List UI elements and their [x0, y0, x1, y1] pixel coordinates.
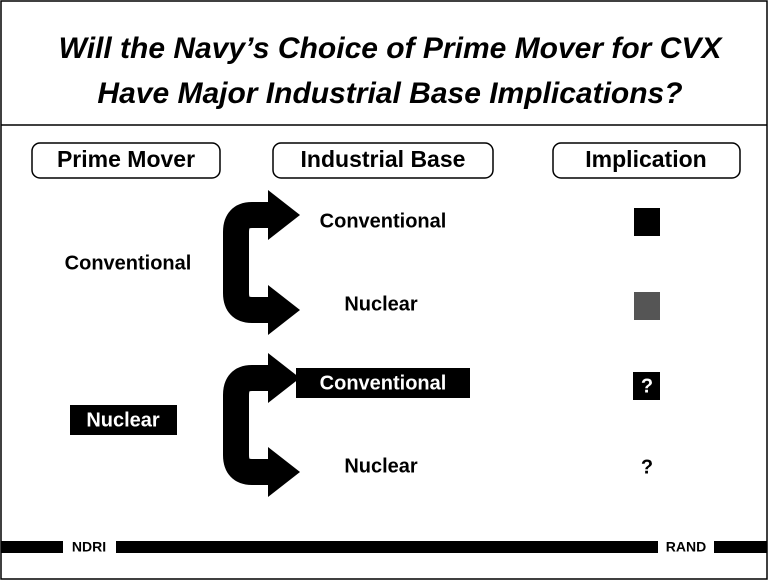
footer-bar [714, 541, 767, 553]
prime-mover: Conventional [65, 252, 192, 274]
arrow-head [268, 190, 300, 240]
footer-right: RAND [666, 539, 706, 555]
arrow-head [268, 353, 300, 403]
industrial-base: Conventional [320, 210, 447, 232]
header: Industrial Base [301, 146, 466, 172]
industrial-base: Nuclear [344, 293, 418, 315]
prime-mover: Nuclear [86, 409, 160, 431]
header: Implication [585, 146, 706, 172]
footer-left: NDRI [72, 539, 106, 555]
arrow-head [268, 285, 300, 335]
title-line: Have Major Industrial Base Implications? [97, 77, 682, 110]
header: Prime Mover [57, 146, 195, 172]
implication: ? [641, 375, 653, 397]
label-box [70, 405, 177, 435]
header-box [31, 142, 221, 179]
branch-arrow [223, 202, 275, 323]
arrow-head [268, 447, 300, 497]
industrial-base: Conventional [320, 372, 447, 394]
label-box [633, 372, 660, 400]
footer-bar [1, 541, 63, 553]
implication-gray [634, 292, 660, 320]
branch-arrow [223, 365, 275, 485]
implication: ? [641, 456, 653, 478]
title-line: Will the Navy’s Choice of Prime Mover fo… [59, 32, 724, 65]
header-box [552, 142, 741, 179]
footer-bar [116, 541, 658, 553]
header-box [272, 142, 494, 179]
industrial-base: Nuclear [344, 455, 418, 477]
implication-black [634, 208, 660, 236]
label-box [296, 368, 470, 398]
